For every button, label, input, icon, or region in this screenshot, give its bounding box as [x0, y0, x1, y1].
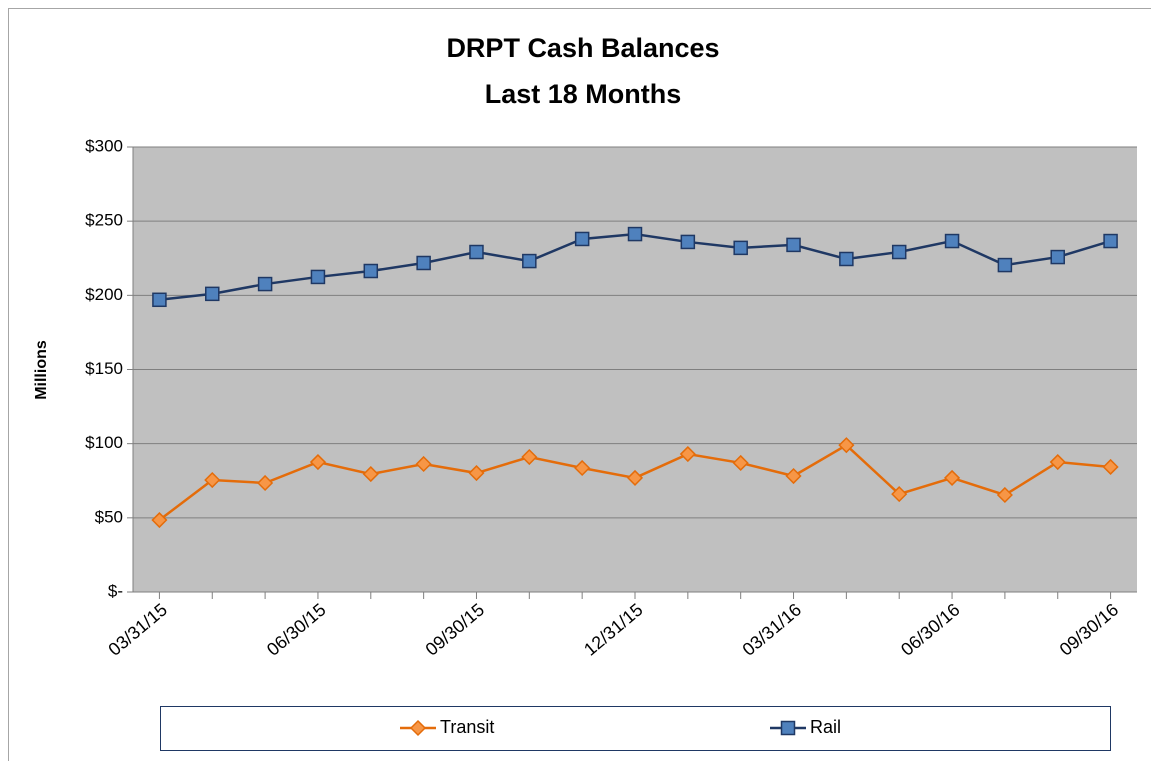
- marker: [891, 486, 908, 503]
- marker: [151, 511, 168, 529]
- marker: [1050, 249, 1065, 265]
- marker: [943, 469, 961, 486]
- marker: [838, 437, 855, 454]
- marker: [785, 467, 802, 485]
- marker: [310, 269, 326, 285]
- legend-label: Transit: [440, 717, 494, 737]
- marker: [627, 226, 643, 242]
- marker: [205, 286, 220, 302]
- y-tick-label: $100: [85, 433, 123, 452]
- marker: [521, 448, 538, 466]
- y-tick-label: $-: [108, 581, 123, 600]
- marker: [152, 292, 167, 308]
- marker: [997, 257, 1013, 273]
- legend-box: [160, 706, 1111, 751]
- marker: [469, 244, 484, 260]
- marker: [944, 233, 960, 249]
- marker: [468, 464, 485, 482]
- marker: [363, 263, 379, 279]
- marker: [362, 466, 379, 483]
- y-tick-label: $150: [85, 359, 123, 378]
- marker: [409, 719, 427, 737]
- marker: [732, 454, 749, 472]
- marker: [1049, 453, 1066, 471]
- y-axis-label: Millions: [33, 340, 50, 400]
- y-tick-label: $250: [85, 211, 123, 230]
- legend-label: Rail: [810, 717, 841, 737]
- marker: [996, 486, 1013, 504]
- y-tick-label: $200: [85, 285, 123, 304]
- marker: [839, 251, 854, 267]
- marker: [309, 453, 327, 471]
- marker: [416, 255, 431, 271]
- marker: [891, 244, 907, 260]
- marker: [1102, 458, 1119, 476]
- marker: [522, 253, 537, 269]
- marker: [204, 471, 221, 489]
- marker: [574, 231, 590, 247]
- marker: [733, 240, 748, 256]
- y-tick-label: $300: [85, 136, 123, 155]
- marker: [257, 474, 274, 492]
- marker: [680, 234, 696, 250]
- marker: [574, 459, 591, 477]
- marker: [626, 469, 644, 486]
- marker: [786, 237, 801, 253]
- marker: [1103, 233, 1118, 249]
- marker: [415, 455, 432, 473]
- chart-subtitle: Last 18 Months: [485, 79, 682, 109]
- marker: [679, 445, 696, 463]
- y-tick-label: $50: [95, 507, 123, 526]
- marker: [780, 720, 796, 736]
- marker: [257, 276, 273, 292]
- chart-title: DRPT Cash Balances: [446, 33, 719, 63]
